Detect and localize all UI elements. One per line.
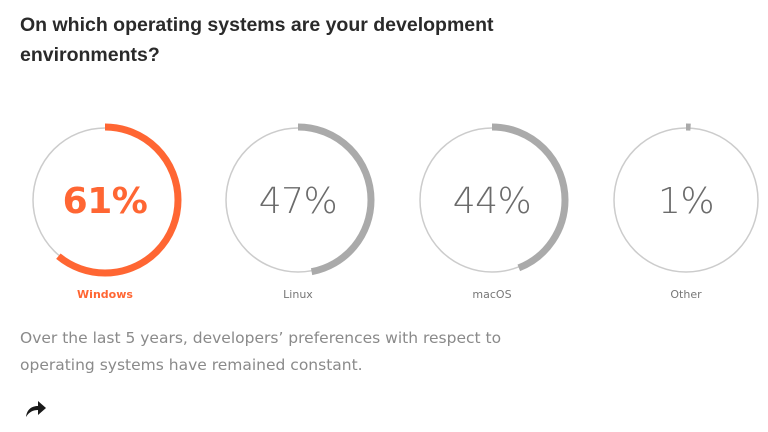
- ring-linux-label: Linux: [283, 288, 313, 301]
- ring-macos-label: macOS: [472, 288, 512, 301]
- ring-macos-graphic: [415, 123, 569, 277]
- ring-linux-value: 47%: [258, 181, 338, 222]
- ring-other-label: Other: [670, 288, 702, 301]
- page-title: On which operating systems are your deve…: [20, 14, 494, 66]
- ring-linux: 47% Linux: [213, 118, 383, 308]
- ring-windows-value: 61%: [62, 181, 148, 222]
- ring-linux-graphic: [221, 123, 375, 277]
- ring-windows-label: Windows: [77, 288, 133, 301]
- ring-other: 1% Other: [601, 118, 768, 308]
- share-arrow-icon: [26, 401, 46, 417]
- ring-windows: 61% Windows: [20, 118, 190, 308]
- ring-other-value: 1%: [657, 181, 715, 222]
- ring-macos-value: 44%: [452, 181, 532, 222]
- ring-chart: 61% Windows 47% Linux 44% macOS 1% Other: [0, 118, 768, 318]
- ring-windows-graphic: [28, 123, 182, 277]
- share-button[interactable]: [24, 399, 48, 419]
- ring-macos: 44% macOS: [407, 118, 577, 308]
- ring-other-graphic: [609, 123, 763, 277]
- description-text: Over the last 5 years, developers’ prefe…: [20, 329, 502, 374]
